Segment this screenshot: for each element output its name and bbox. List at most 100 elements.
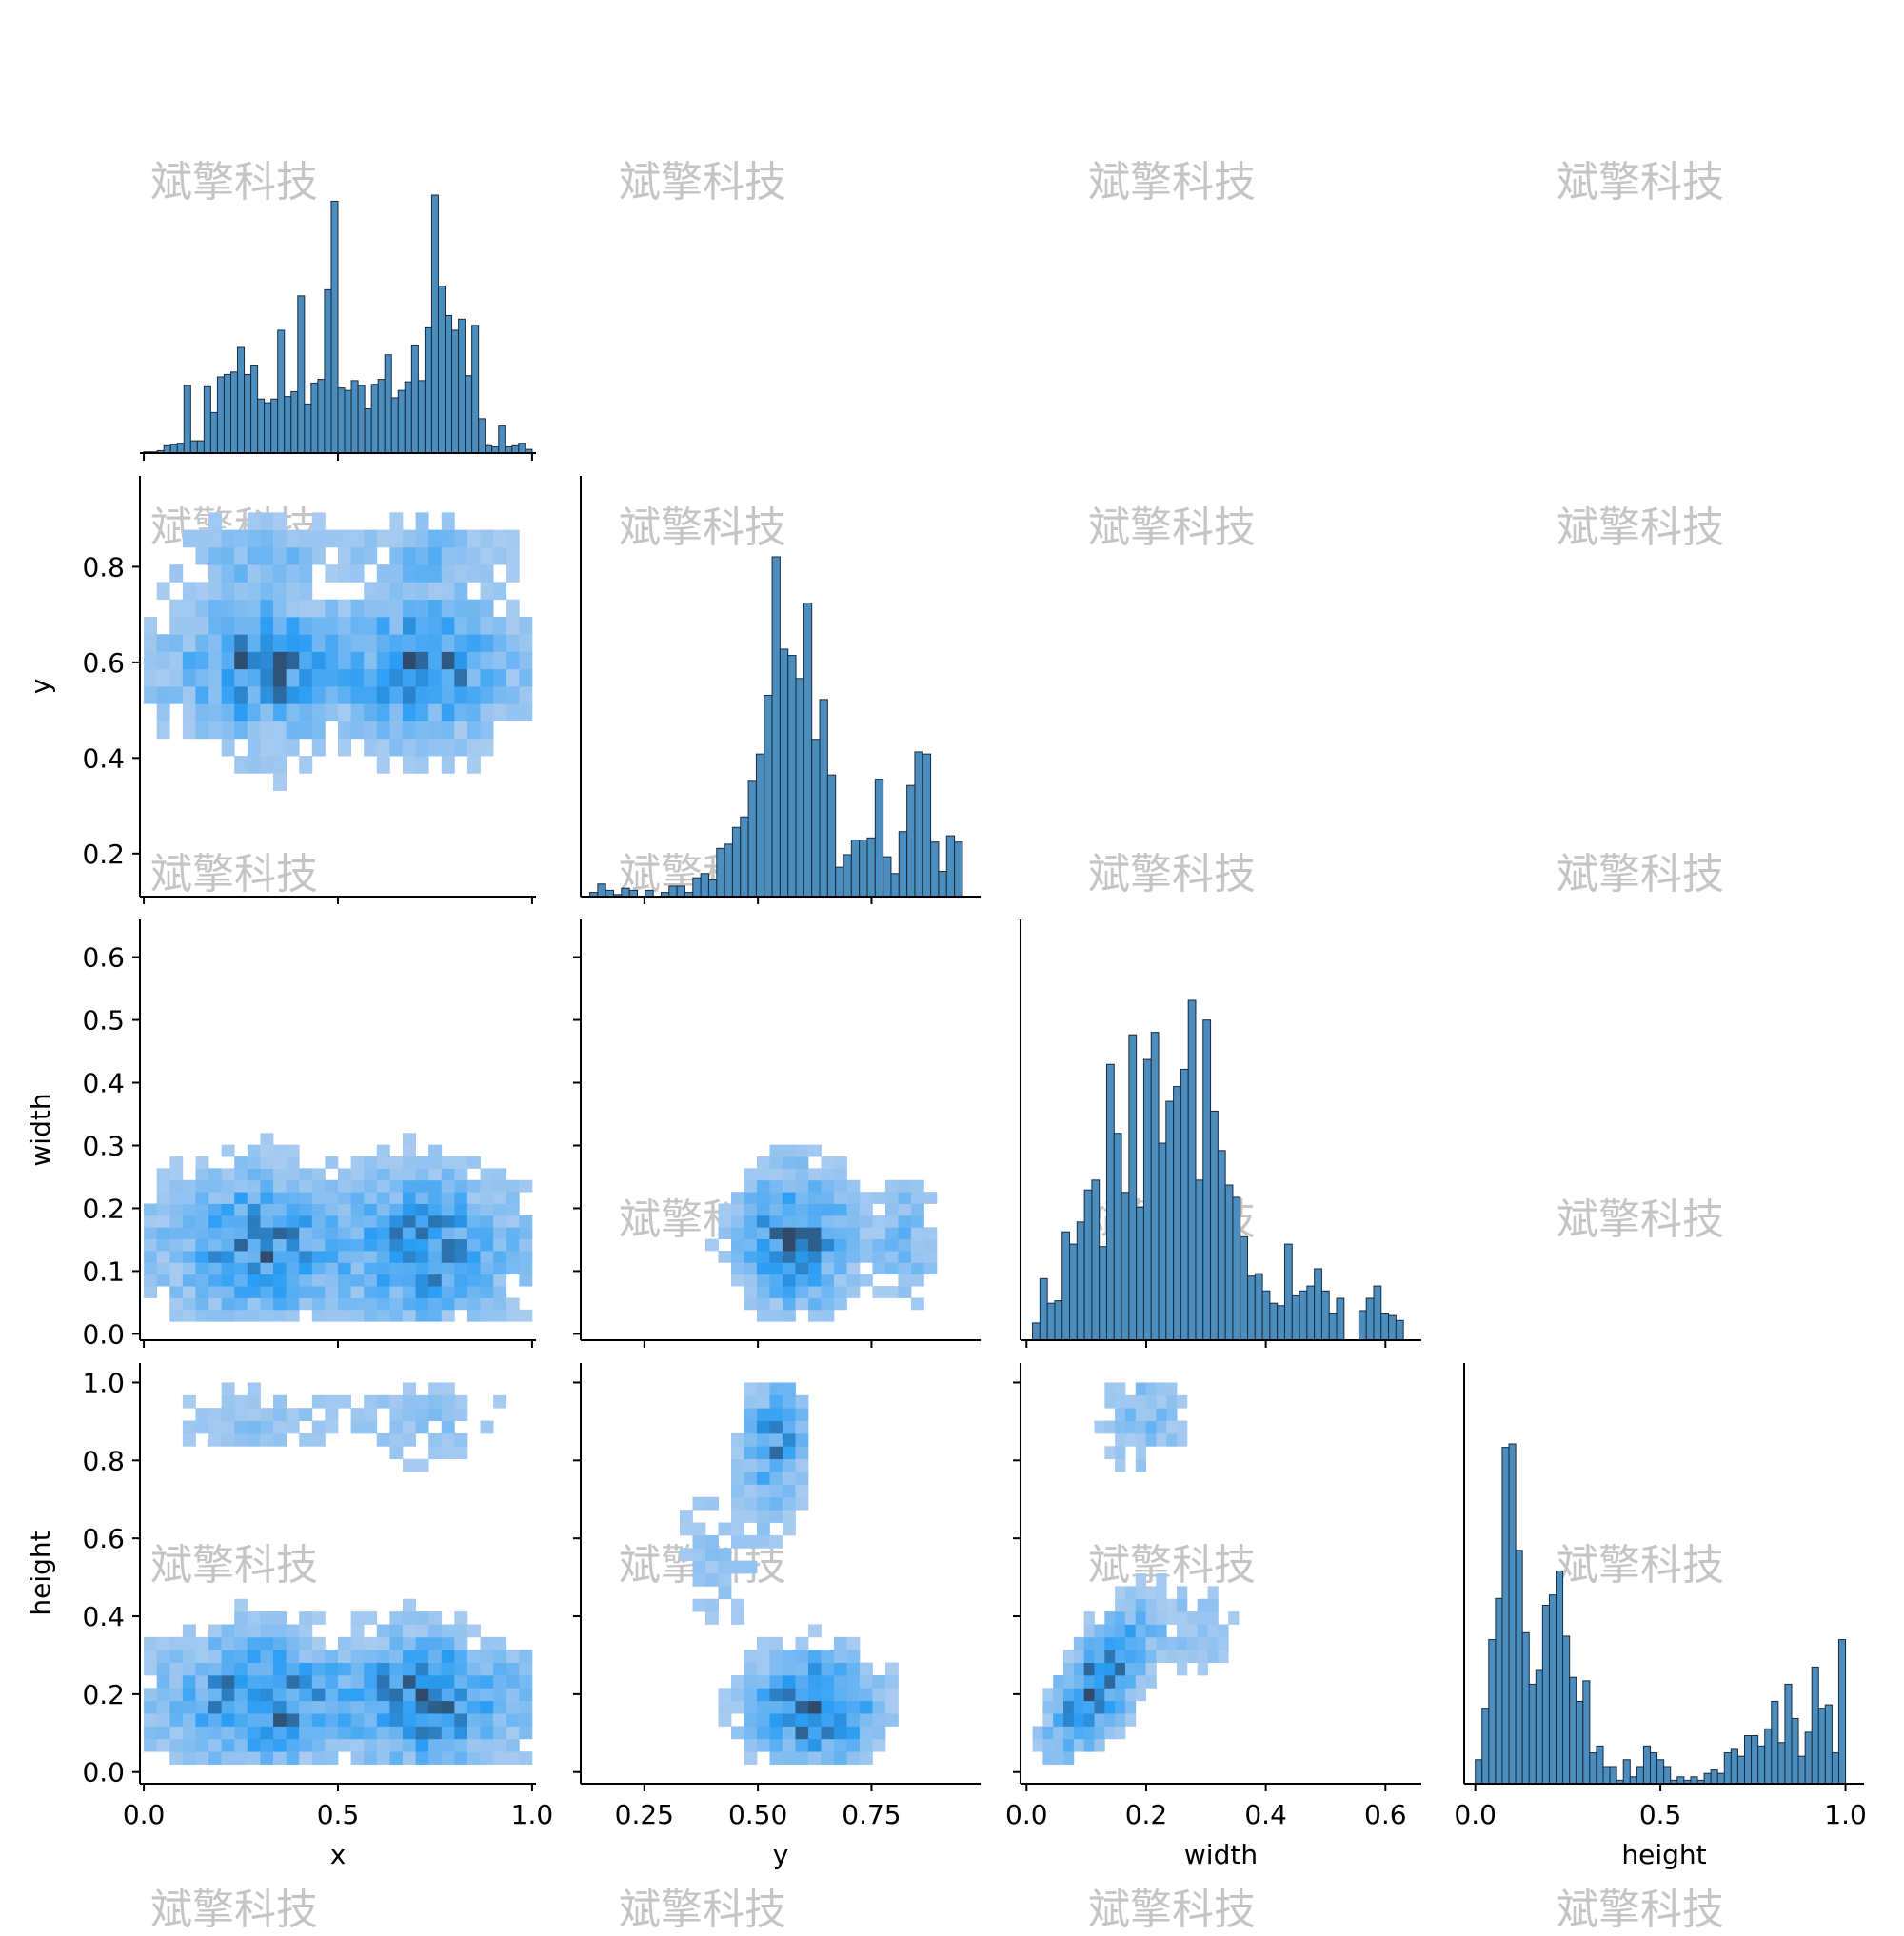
heat-cell (923, 1227, 938, 1240)
heat-cell (769, 1394, 783, 1409)
hist-bar-height-47 (1791, 1717, 1799, 1785)
heat-cell (1166, 1636, 1178, 1650)
heat-cell (730, 1598, 744, 1612)
heat-cell (1104, 1726, 1116, 1740)
heat-cell (441, 1168, 455, 1181)
heat-cell (756, 1408, 770, 1421)
heat-cell (744, 1168, 758, 1181)
heat-cell (782, 1203, 796, 1216)
hist-bar-height-48 (1797, 1755, 1806, 1785)
heat-cell (1104, 1688, 1116, 1702)
heat-cell (247, 1420, 261, 1434)
heat-cell (884, 1227, 899, 1240)
heat-cell (1073, 1650, 1085, 1663)
hist-bar-height-11 (1548, 1594, 1557, 1785)
heat-cell (769, 1510, 783, 1523)
heat-cell (428, 1179, 443, 1193)
heat-cell (234, 1738, 248, 1752)
heat-cell (782, 1238, 796, 1252)
heat-cell (402, 1394, 416, 1409)
heat-cell (402, 1168, 416, 1181)
heat-cell (376, 1688, 390, 1702)
heat-cell (195, 634, 209, 652)
hist-bar-width-15 (1142, 1058, 1152, 1341)
heat-cell (234, 1636, 248, 1650)
heat-cell (402, 1420, 416, 1434)
heat-cell (221, 1250, 235, 1263)
heat-cell (1042, 1700, 1054, 1714)
hist-bar-x-15 (244, 373, 252, 454)
heat-cell (795, 1144, 809, 1157)
heat-cell (247, 582, 261, 601)
heat-cell (234, 1726, 248, 1740)
heat-cell (480, 1751, 494, 1765)
heat-cell (273, 1215, 288, 1228)
heat-cell (756, 1238, 770, 1252)
heat-cell (169, 668, 184, 687)
heat-cell (705, 1573, 719, 1587)
heat-cell (692, 1598, 706, 1612)
heat-cell (156, 1726, 170, 1740)
hist-bar-height-6 (1515, 1550, 1523, 1785)
heat-cell (744, 1274, 758, 1287)
heat-cell (338, 564, 351, 583)
heat-cell (898, 1238, 912, 1252)
hist-bar-height-9 (1535, 1669, 1543, 1785)
heat-cell (338, 1227, 351, 1240)
heat-cell (350, 1238, 365, 1252)
heat-cell (182, 599, 196, 618)
heat-cell (428, 1432, 443, 1447)
heat-cell (428, 1192, 443, 1204)
hist-bar-x-20 (277, 329, 286, 454)
heat-cell (705, 1611, 719, 1625)
heat-cell (234, 1227, 248, 1240)
heat-cell (273, 1250, 288, 1263)
heat-cell (441, 1203, 455, 1216)
hist-bar-height-13 (1562, 1635, 1571, 1785)
heat-cell (910, 1297, 924, 1311)
heat-cell (1083, 1738, 1095, 1752)
heat-cell (415, 1203, 429, 1216)
heat-cell (519, 1650, 533, 1663)
heat-cell (718, 1586, 732, 1600)
heat-cell (415, 1674, 429, 1689)
heat-cell (846, 1688, 861, 1702)
heat-cell (454, 546, 468, 565)
heat-cell (1145, 1382, 1157, 1396)
hist-bar-height-19 (1602, 1766, 1611, 1785)
heat-cell (872, 1700, 886, 1714)
heat-cell (769, 1250, 783, 1263)
heat-cell (428, 1624, 443, 1638)
heatmap-x-vs-height (144, 1382, 533, 1765)
heat-cell (221, 1674, 235, 1689)
y-axis-title-y: y (25, 679, 56, 695)
hist-bar-height-53 (1831, 1752, 1839, 1785)
heat-cell (821, 1738, 835, 1752)
heat-cell (1166, 1598, 1178, 1612)
heat-cell (144, 1274, 158, 1287)
heat-cell (756, 1688, 770, 1702)
heat-cell (1073, 1636, 1085, 1650)
heat-cell (1124, 1611, 1137, 1625)
heat-cell (221, 1650, 235, 1663)
heat-cell (182, 1227, 196, 1240)
heat-cell (350, 1700, 365, 1714)
heat-cell (247, 564, 261, 583)
heat-cell (389, 1662, 404, 1676)
heat-cell (441, 1738, 455, 1752)
heat-cell (234, 1309, 248, 1322)
heat-cell (208, 512, 223, 531)
heat-cell (273, 1394, 288, 1409)
heat-cell (169, 1168, 184, 1181)
heat-cell (1083, 1650, 1095, 1663)
heat-cell (195, 1738, 209, 1752)
heat-cell (195, 1726, 209, 1740)
heat-cell (730, 1484, 744, 1498)
heat-cell (402, 1726, 416, 1740)
hist-bar-y-39 (898, 831, 908, 898)
heat-cell (234, 1297, 248, 1311)
heat-cell (705, 1238, 719, 1252)
heat-cell (1124, 1624, 1137, 1638)
heat-cell (350, 1713, 365, 1727)
hist-bar-x-30 (344, 389, 352, 454)
